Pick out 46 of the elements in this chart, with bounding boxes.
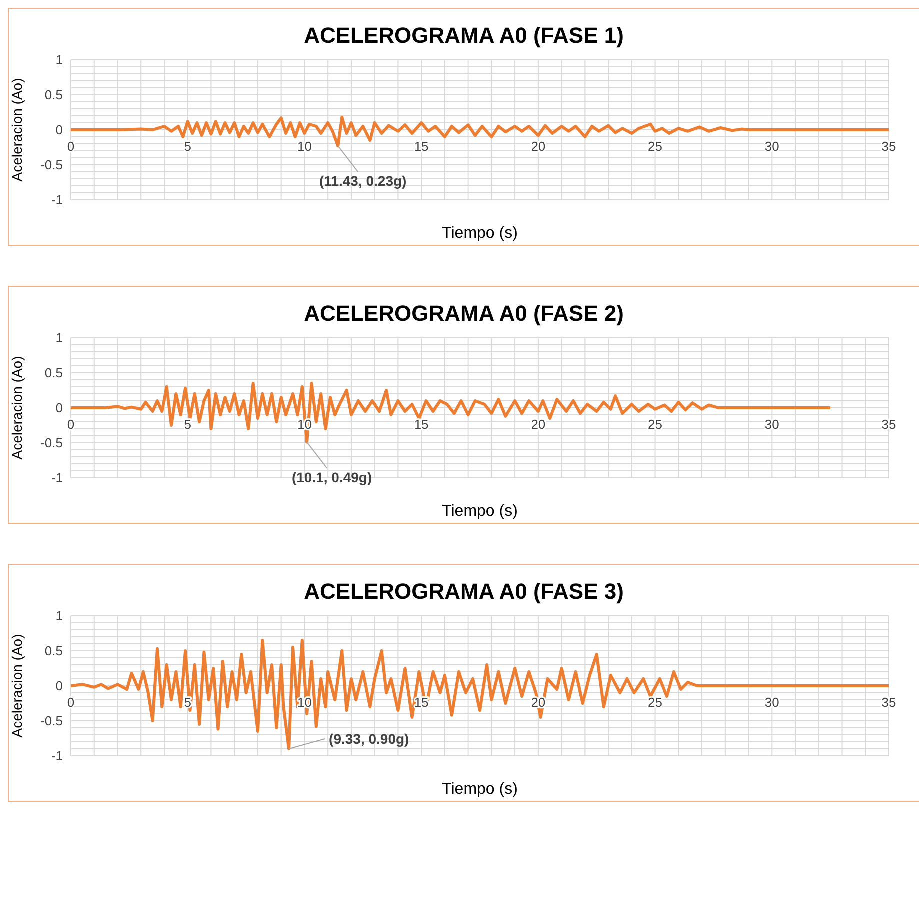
annotation: (9.33, 0.90g) — [329, 731, 410, 747]
y-tick-label: 1 — [56, 52, 63, 68]
y-tick-label: 0 — [56, 400, 63, 416]
x-tick-label: 25 — [648, 139, 663, 154]
annotation: (10.1, 0.49g) — [292, 469, 372, 486]
y-axis-title: Aceleracion (Ao) — [8, 356, 25, 460]
chart-title: ACELEROGRAMA A0 (FASE 3) — [304, 579, 624, 604]
x-tick-label: 5 — [184, 139, 192, 154]
x-tick-label: 20 — [531, 139, 546, 154]
y-tick-label: 0.5 — [44, 644, 63, 659]
x-tick-label: 20 — [531, 417, 546, 432]
y-tick-label: -1 — [51, 748, 63, 764]
y-tick-label: 0 — [56, 122, 63, 138]
x-tick-label: 0 — [67, 417, 75, 432]
y-tick-label: 0.5 — [44, 366, 63, 381]
x-tick-label: 35 — [882, 139, 896, 154]
x-tick-label: 35 — [882, 695, 896, 710]
x-tick-label: 0 — [67, 695, 75, 710]
y-tick-label: 0.5 — [44, 88, 63, 103]
y-tick-label: -0.5 — [40, 714, 63, 729]
y-tick-label: -1 — [51, 470, 63, 486]
y-axis-title: Aceleracion (Ao) — [8, 634, 25, 738]
x-tick-label: 35 — [882, 417, 896, 432]
y-axis-title: Aceleracion (Ao) — [8, 78, 25, 182]
chart-title: ACELEROGRAMA A0 (FASE 1) — [304, 23, 624, 48]
y-tick-label: -1 — [51, 192, 63, 208]
y-tick-label: 1 — [56, 608, 63, 624]
x-tick-label: 25 — [648, 417, 663, 432]
x-axis-title: Tiempo (s) — [442, 503, 518, 520]
x-axis-title: Tiempo (s) — [442, 781, 518, 798]
x-tick-label: 15 — [414, 417, 429, 432]
annotation: (11.43, 0.23g) — [320, 173, 407, 190]
y-tick-label: -0.5 — [40, 158, 63, 173]
y-tick-label: -0.5 — [40, 436, 63, 451]
x-tick-label: 25 — [648, 695, 663, 710]
x-axis-title: Tiempo (s) — [442, 225, 518, 242]
x-tick-label: 5 — [184, 417, 192, 432]
x-tick-label: 30 — [764, 417, 780, 432]
x-tick-label: 10 — [297, 139, 312, 154]
y-tick-label: 0 — [56, 678, 63, 694]
chart-title: ACELEROGRAMA A0 (FASE 2) — [304, 301, 624, 326]
x-tick-label: 30 — [764, 139, 780, 154]
x-tick-label: 0 — [67, 139, 75, 154]
y-tick-label: 1 — [56, 330, 63, 346]
x-tick-label: 15 — [414, 139, 429, 154]
x-tick-label: 30 — [764, 695, 780, 710]
